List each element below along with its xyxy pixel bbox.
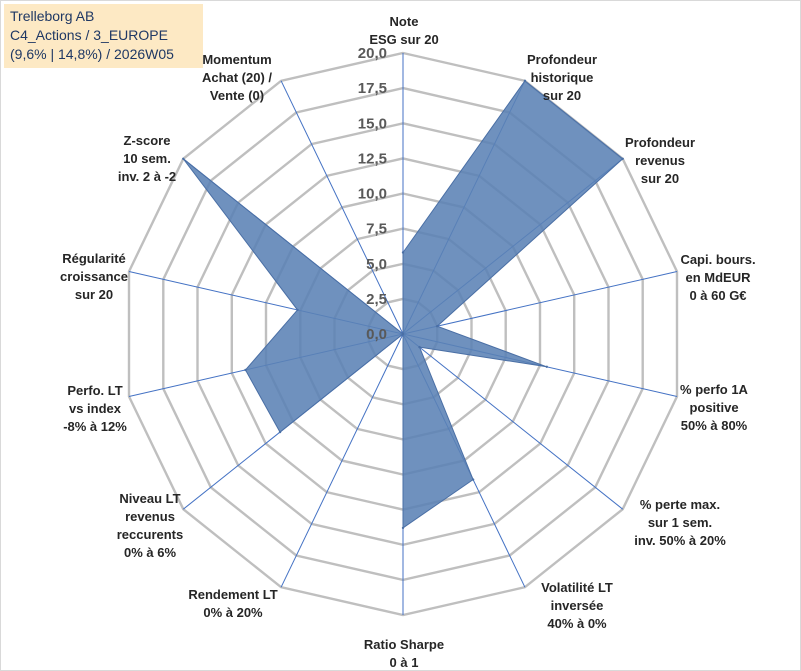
axis-label-12-line-0: Z-score — [124, 133, 171, 148]
spoke-3 — [402, 271, 678, 335]
axis-label-2: Profondeur revenus sur 20 — [625, 135, 695, 186]
axis-label-9-line-1: revenus — [125, 509, 175, 524]
axis-label-3-line-2: 0 à 60 G€ — [689, 288, 746, 303]
tick-label-3: 7,5 — [366, 221, 387, 238]
axis-label-12-line-1: 10 sem. — [123, 151, 171, 166]
axis-label-3: Capi. bours. en MdEUR 0 à 60 G€ — [680, 252, 755, 303]
axis-label-0-line-1: ESG sur 20 — [369, 32, 438, 47]
axis-label-10-line-2: -8% à 12% — [63, 419, 127, 434]
axis-label-2-line-1: revenus — [635, 153, 685, 168]
axis-label-5-line-2: inv. 50% à 20% — [634, 533, 726, 548]
tick-label-1: 2,5 — [366, 291, 387, 308]
axis-label-3-line-1: en MdEUR — [686, 270, 752, 285]
tick-label-5: 12,5 — [358, 150, 387, 167]
data-point-10 — [244, 368, 247, 372]
tick-label-8: 20,0 — [358, 45, 387, 62]
tick-label-4: 10,0 — [358, 186, 387, 203]
axis-label-7: Ratio Sharpe 0 à 1 — [364, 637, 444, 670]
axis-label-4-line-0: % perfo 1A — [680, 382, 749, 397]
data-point-4 — [545, 365, 548, 368]
axis-label-6-line-1: inversée — [551, 598, 604, 613]
tick-label-6: 15,0 — [358, 115, 387, 132]
axis-label-1-line-2: sur 20 — [543, 88, 581, 103]
axis-label-5-line-0: % perte max. — [640, 497, 720, 512]
axis-label-3-line-0: Capi. bours. — [680, 252, 755, 267]
axis-label-10: Perfo. LT vs index -8% à 12% — [63, 383, 127, 434]
data-point-3 — [436, 325, 439, 328]
axis-label-1-line-1: historique — [531, 70, 594, 85]
axis-label-1: Profondeur historique sur 20 — [527, 52, 597, 103]
radar-series — [182, 79, 624, 530]
axis-label-7-line-0: Ratio Sharpe — [364, 637, 444, 652]
radar-axis-labels: Note ESG sur 20 Profondeur historique sur 20… — [60, 14, 756, 670]
axis-label-9: Niveau LT revenus reccurents 0% à 6% — [117, 491, 183, 560]
data-point-7 — [401, 526, 405, 530]
axis-label-2-line-0: Profondeur — [625, 135, 695, 150]
axis-label-2-line-2: sur 20 — [641, 171, 679, 186]
axis-label-8-line-1: 0% à 20% — [203, 605, 263, 620]
data-point-12 — [182, 157, 185, 160]
axis-label-0-line-0: Note — [390, 14, 419, 29]
axis-label-6: Volatilité LT inversée 40% à 0% — [541, 580, 613, 631]
axis-label-4: % perfo 1A positive 50% à 80% — [680, 382, 749, 433]
axis-label-11-line-2: sur 20 — [75, 287, 113, 302]
spoke-13 — [280, 80, 404, 335]
axis-label-8: Rendement LT 0% à 20% — [188, 587, 277, 620]
axis-label-9-line-0: Niveau LT — [119, 491, 180, 506]
axis-label-11-line-0: Régularité — [62, 251, 126, 266]
axis-label-6-line-2: 40% à 0% — [547, 616, 607, 631]
axis-label-1-line-0: Profondeur — [527, 52, 597, 67]
axis-label-13: Momentum Achat (20) / Vente (0) — [202, 52, 272, 103]
data-point-5 — [418, 345, 421, 349]
axis-label-5: % perte max. sur 1 sem. inv. 50% à 20% — [634, 497, 726, 548]
axis-label-11: Régularité croissance sur 20 — [60, 251, 128, 302]
tick-label-7: 17,5 — [358, 80, 387, 97]
axis-label-12-line-2: inv. 2 à -2 — [118, 169, 176, 184]
axis-label-5-line-1: sur 1 sem. — [648, 515, 712, 530]
chart-title-line-3: (9,6% | 14,8%) / 2026W05 — [10, 46, 174, 62]
axis-label-9-line-3: 0% à 6% — [124, 545, 176, 560]
data-point-13 — [401, 332, 405, 336]
axis-label-11-line-1: croissance — [60, 269, 128, 284]
tick-label-0: 0,0 — [366, 326, 387, 343]
axis-label-9-line-2: reccurents — [117, 527, 183, 542]
chart-title-line-1: Trelleborg AB — [10, 8, 95, 24]
tick-label-2: 5,0 — [366, 256, 387, 273]
axis-label-12: Z-score 10 sem. inv. 2 à -2 — [118, 133, 176, 184]
chart-title-box: Trelleborg AB C4_Actions / 3_EUROPE (9,6… — [4, 4, 203, 68]
data-point-9 — [278, 430, 282, 434]
axis-label-4-line-2: 50% à 80% — [681, 418, 748, 433]
data-point-1 — [523, 79, 527, 83]
data-point-6 — [471, 478, 475, 481]
axis-label-13-line-2: Vente (0) — [210, 88, 264, 103]
axis-label-8-line-0: Rendement LT — [188, 587, 277, 602]
spoke-5 — [402, 333, 624, 510]
axis-label-0: Note ESG sur 20 — [369, 14, 438, 47]
spoke-8 — [280, 333, 404, 588]
data-point-0 — [401, 251, 405, 254]
data-point-2 — [621, 157, 624, 160]
radar-tick-labels: 0,0 2,5 5,0 7,5 10,0 12,5 15,0 17,5 20,0 — [358, 45, 387, 343]
axis-label-10-line-1: vs index — [69, 401, 122, 416]
axis-label-7-line-1: 0 à 1 — [390, 655, 419, 670]
chart-title-line-2: C4_Actions / 3_EUROPE — [10, 27, 168, 43]
axis-label-10-line-0: Perfo. LT — [67, 383, 122, 398]
axis-label-13-line-0: Momentum — [202, 52, 271, 67]
axis-label-6-line-0: Volatilité LT — [541, 580, 613, 595]
axis-label-4-line-1: positive — [689, 400, 738, 415]
axis-label-13-line-1: Achat (20) / — [202, 70, 272, 85]
data-point-11 — [296, 308, 299, 312]
